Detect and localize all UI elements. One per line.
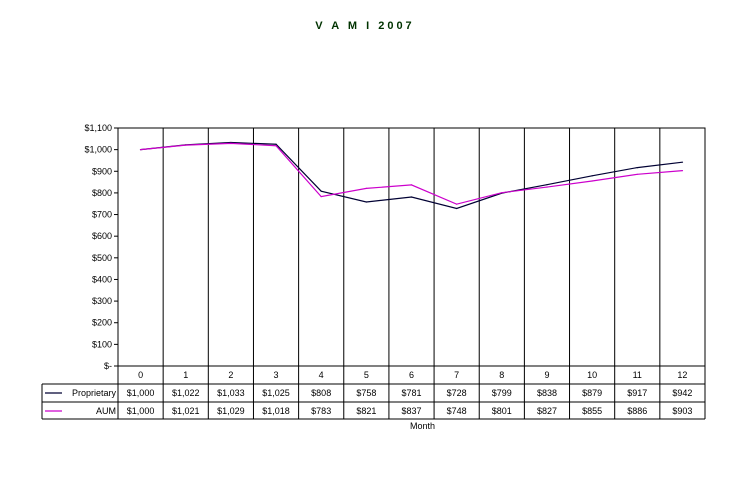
- data-point: [410, 196, 413, 198]
- data-label: $1,033: [217, 388, 245, 398]
- data-label: $1,029: [217, 406, 245, 416]
- x-tick-label: 2: [228, 370, 233, 380]
- x-tick-label: 6: [409, 370, 414, 380]
- y-tick-label: $1,000: [84, 145, 112, 155]
- data-point: [320, 190, 322, 192]
- y-tick-label: $200: [92, 318, 112, 328]
- x-tick-label: 5: [364, 370, 369, 380]
- data-point: [636, 166, 638, 169]
- data-point: [275, 145, 277, 147]
- data-label: $1,000: [127, 388, 155, 398]
- data-point: [591, 175, 593, 177]
- data-label: $783: [311, 406, 331, 416]
- data-point: [456, 203, 458, 205]
- x-tick-label: 4: [319, 370, 324, 380]
- data-point: [681, 170, 684, 172]
- data-label: $1,000: [127, 406, 155, 416]
- data-label: $758: [356, 388, 376, 398]
- data-label: $781: [401, 388, 421, 398]
- data-point: [365, 187, 367, 189]
- y-tick-label: $400: [92, 274, 112, 284]
- x-tick-label: 3: [274, 370, 279, 380]
- data-label: $728: [447, 388, 467, 398]
- data-label: $838: [537, 388, 557, 398]
- data-point: [410, 184, 413, 186]
- x-tick-label: 9: [544, 370, 549, 380]
- data-point: [546, 186, 548, 188]
- data-label: $1,018: [262, 406, 290, 416]
- data-point: [185, 144, 187, 146]
- y-tick-label: $700: [92, 210, 112, 220]
- series-lines: [139, 141, 684, 210]
- data-label: $827: [537, 406, 557, 416]
- data-point: [501, 192, 503, 194]
- data-point: [636, 173, 638, 175]
- data-label: $903: [672, 406, 692, 416]
- data-label: $837: [401, 406, 421, 416]
- grid-lines: [117, 127, 706, 419]
- data-label: $1,025: [262, 388, 290, 398]
- data-label: $799: [492, 388, 512, 398]
- plot-frame: [117, 127, 706, 367]
- x-tick-label: 8: [499, 370, 504, 380]
- data-point: [139, 149, 142, 151]
- x-axis-label: Month: [409, 421, 435, 431]
- data-label: $886: [627, 406, 647, 416]
- data-point: [546, 184, 548, 186]
- x-tick-label: 1: [183, 370, 188, 380]
- chart-title: V A M I 2007: [315, 20, 415, 32]
- data-label: $942: [672, 388, 692, 398]
- data-point: [681, 161, 684, 163]
- x-tick-label: 0: [138, 370, 143, 380]
- series-line-0: [140, 141, 683, 210]
- data-label: $801: [492, 406, 512, 416]
- y-tick-label: $900: [92, 166, 112, 176]
- legend-label-0: Proprietary: [72, 388, 117, 398]
- y-tick-label: $500: [92, 253, 112, 263]
- legend-label-1: AUM: [96, 406, 116, 416]
- y-tick-label: $-: [104, 361, 112, 371]
- x-tick-label: 10: [587, 370, 597, 380]
- data-label: $879: [582, 388, 602, 398]
- data-point: [365, 201, 367, 203]
- data-label: $821: [356, 406, 376, 416]
- data-point: [275, 143, 277, 145]
- data-point: [591, 180, 593, 182]
- data-label: $855: [582, 406, 602, 416]
- y-tick-label: $100: [92, 339, 112, 349]
- data-label: $748: [447, 406, 467, 416]
- data-label: $1,022: [172, 388, 200, 398]
- y-tick-label: $800: [92, 188, 112, 198]
- data-point: [230, 142, 232, 144]
- data-label: $1,021: [172, 406, 200, 416]
- y-axis: $1,100 $1,000 $900 $800 $700 $600 $500 $400 $300…: [84, 123, 118, 371]
- x-tick-label: 12: [677, 370, 687, 380]
- data-label: $917: [627, 388, 647, 398]
- y-tick-label: $1,100: [84, 123, 112, 133]
- x-tick-label: 7: [454, 370, 459, 380]
- data-label: $808: [311, 388, 331, 398]
- data-point: [456, 207, 458, 210]
- data-point: [320, 195, 322, 198]
- y-tick-label: $600: [92, 231, 112, 241]
- x-tick-label: 11: [633, 370, 642, 380]
- y-tick-label: $300: [92, 296, 112, 306]
